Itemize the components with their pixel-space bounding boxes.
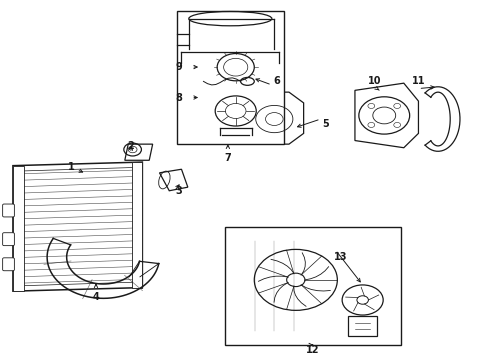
FancyBboxPatch shape [13,166,24,291]
Text: 1: 1 [68,162,75,172]
Text: 3: 3 [175,186,182,197]
Text: 13: 13 [334,252,347,262]
Text: 8: 8 [175,93,182,103]
Text: 11: 11 [412,76,425,86]
Text: 6: 6 [273,76,280,86]
FancyBboxPatch shape [2,233,14,246]
Text: 12: 12 [306,345,319,355]
FancyBboxPatch shape [176,12,284,144]
FancyBboxPatch shape [132,162,143,288]
Text: 9: 9 [175,62,182,72]
Text: 4: 4 [93,292,99,302]
Text: 5: 5 [322,120,329,129]
Text: 10: 10 [368,76,381,86]
Text: 7: 7 [224,153,231,163]
FancyBboxPatch shape [2,258,14,271]
FancyBboxPatch shape [225,226,401,345]
FancyBboxPatch shape [2,204,14,217]
Text: 2: 2 [127,141,134,151]
